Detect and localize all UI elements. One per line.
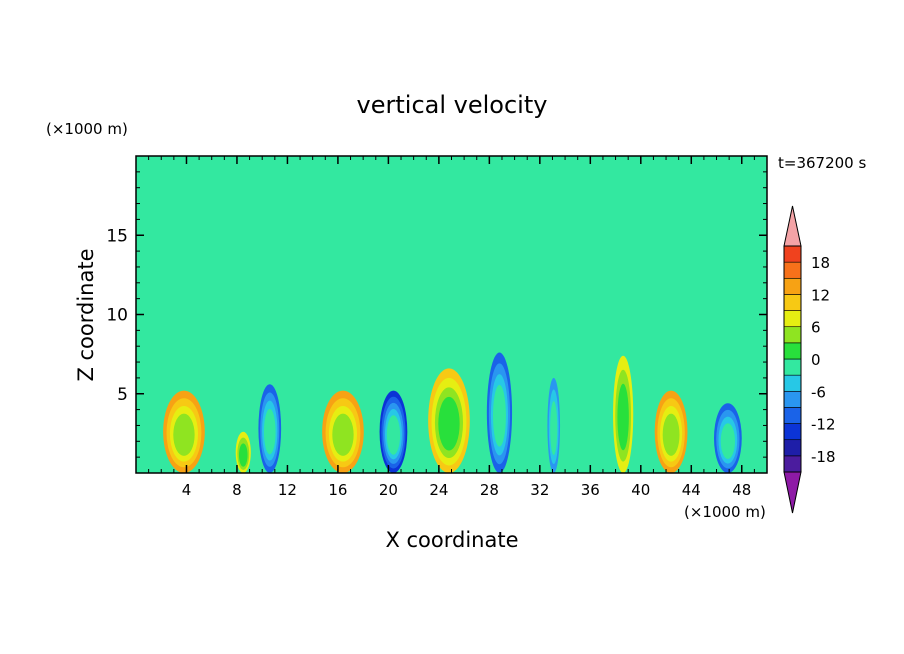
- heatmap-cell: [263, 408, 276, 455]
- colorbar-swatch: [783, 342, 802, 360]
- heatmap-cell: [492, 384, 506, 447]
- heatmap-cell: [173, 413, 195, 456]
- x-tick-label: 12: [278, 481, 297, 499]
- colorbar-frame: [783, 245, 802, 473]
- colorbar: 18 12 6 0 -6 -12 -18: [783, 205, 836, 514]
- heatmap-cell: [238, 443, 248, 467]
- heatmap-cell-group: [322, 390, 364, 473]
- heatmap-cell-group: [654, 390, 688, 473]
- colorbar-tick-label: 0: [811, 351, 821, 369]
- colorbar-tick-label: 6: [811, 319, 821, 337]
- heatmap-cell-group: [428, 368, 470, 473]
- heatmap-cell: [617, 383, 629, 451]
- chart-title: vertical velocity: [357, 91, 548, 119]
- x-tick-label: 4: [182, 481, 192, 499]
- colorbar-swatch: [783, 261, 802, 279]
- colorbar-swatch: [783, 294, 802, 311]
- colorbar-swatch: [783, 455, 802, 473]
- colorbar-swatch: [783, 407, 802, 424]
- x-tick-label: 36: [581, 481, 600, 499]
- colorbar-extend-high: [783, 205, 802, 247]
- x-tick-label: 8: [232, 481, 242, 499]
- heatmap-cell-group: [163, 390, 205, 473]
- colorbar-swatch: [783, 374, 802, 392]
- colorbar-tick-label: 12: [811, 286, 830, 304]
- colorbar-swatch: [783, 326, 802, 344]
- colorbar-tick-label: -12: [811, 416, 836, 434]
- heatmap-cell-group: [235, 431, 251, 473]
- x-tick-label: 20: [379, 481, 398, 499]
- x-tick-label: 24: [429, 481, 448, 499]
- x-tick-label: 44: [682, 481, 701, 499]
- colorbar-swatch: [783, 277, 802, 295]
- colorbar-tick-label: 18: [811, 254, 830, 272]
- x-axis: 4 8 12 16 20 24 28 32 36 40 44 48: [148, 156, 755, 499]
- heatmap-cell-group: [613, 355, 634, 473]
- heatmap-cell-group: [258, 384, 282, 473]
- heatmap-cell: [386, 415, 401, 455]
- x-tick-label: 48: [732, 481, 751, 499]
- y-axis: 5 10 15: [106, 171, 767, 458]
- heatmap-cell-group: [713, 403, 742, 473]
- heatmap-cell: [720, 423, 735, 460]
- heatmap-cell-group: [379, 390, 408, 473]
- colorbar-swatch: [783, 439, 802, 457]
- time-label: t=367200 s: [778, 154, 866, 172]
- heatmap-cell: [550, 401, 558, 456]
- y-axis-title: Z coordinate: [74, 248, 98, 381]
- heatmap-cell-group: [547, 377, 561, 473]
- heatmap-cell: [332, 413, 354, 456]
- x-tick-label: 40: [631, 481, 650, 499]
- x-axis-title: X coordinate: [385, 528, 518, 552]
- y-tick-label: 5: [117, 385, 128, 405]
- colorbar-swatch: [783, 358, 802, 376]
- x-unit-label: (×1000 m): [684, 503, 766, 521]
- colorbar-swatch: [783, 390, 802, 408]
- colorbar-extend-low: [783, 471, 802, 514]
- colorbar-tick-label: -6: [811, 383, 826, 401]
- y-unit-label: (×1000 m): [46, 120, 128, 138]
- x-tick-label: 32: [530, 481, 549, 499]
- colorbar-tick-label: -18: [811, 448, 836, 466]
- heatmap-cell: [662, 413, 680, 456]
- y-tick-label: 15: [106, 226, 128, 246]
- x-tick-label: 16: [328, 481, 347, 499]
- x-tick-label: 28: [480, 481, 499, 499]
- colorbar-swatch: [783, 423, 802, 441]
- heatmap-field: [163, 352, 742, 473]
- colorbar-swatch: [783, 245, 802, 263]
- colorbar-swatch: [783, 310, 802, 328]
- heatmap-cell: [438, 396, 460, 451]
- heatmap-cell-group: [486, 352, 513, 473]
- y-tick-label: 10: [106, 306, 128, 326]
